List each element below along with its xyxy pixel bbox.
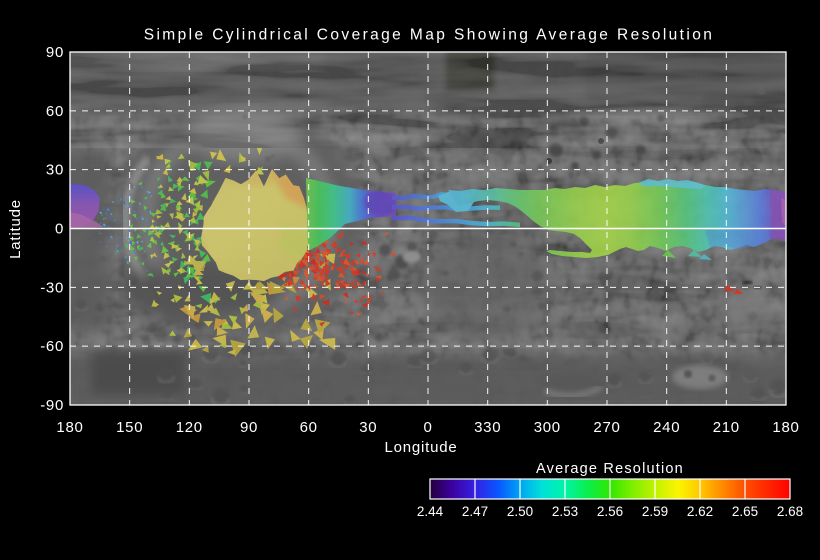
svg-text:330: 330 [474, 419, 501, 436]
svg-text:2.44: 2.44 [417, 504, 444, 519]
svg-text:2.53: 2.53 [552, 504, 578, 519]
svg-text:Simple Cylindrical Coverage Ma: Simple Cylindrical Coverage Map Showing … [144, 27, 715, 44]
svg-text:2.50: 2.50 [507, 504, 533, 519]
svg-text:30: 30 [46, 162, 64, 179]
svg-text:0: 0 [55, 221, 64, 238]
svg-text:180: 180 [56, 419, 83, 436]
svg-text:120: 120 [176, 419, 203, 436]
svg-text:60: 60 [46, 103, 64, 120]
svg-text:-90: -90 [40, 397, 64, 414]
svg-text:Longitude: Longitude [384, 439, 457, 456]
svg-text:210: 210 [713, 419, 740, 436]
svg-text:90: 90 [46, 44, 64, 61]
svg-text:Average Resolution: Average Resolution [536, 461, 684, 477]
svg-text:-60: -60 [40, 338, 64, 355]
svg-text:270: 270 [593, 419, 620, 436]
svg-text:90: 90 [240, 419, 258, 436]
svg-text:2.62: 2.62 [687, 504, 713, 519]
svg-text:-30: -30 [40, 279, 64, 296]
svg-text:150: 150 [116, 419, 143, 436]
svg-text:2.65: 2.65 [732, 504, 758, 519]
svg-text:2.56: 2.56 [597, 504, 623, 519]
svg-text:0: 0 [423, 419, 432, 436]
svg-text:60: 60 [300, 419, 318, 436]
svg-text:240: 240 [653, 419, 680, 436]
svg-text:300: 300 [534, 419, 561, 436]
svg-text:30: 30 [359, 419, 377, 436]
svg-text:2.59: 2.59 [642, 504, 668, 519]
svg-text:2.68: 2.68 [777, 504, 803, 519]
svg-text:180: 180 [772, 419, 799, 436]
svg-text:Latitude: Latitude [7, 199, 24, 259]
svg-text:2.47: 2.47 [462, 504, 488, 519]
